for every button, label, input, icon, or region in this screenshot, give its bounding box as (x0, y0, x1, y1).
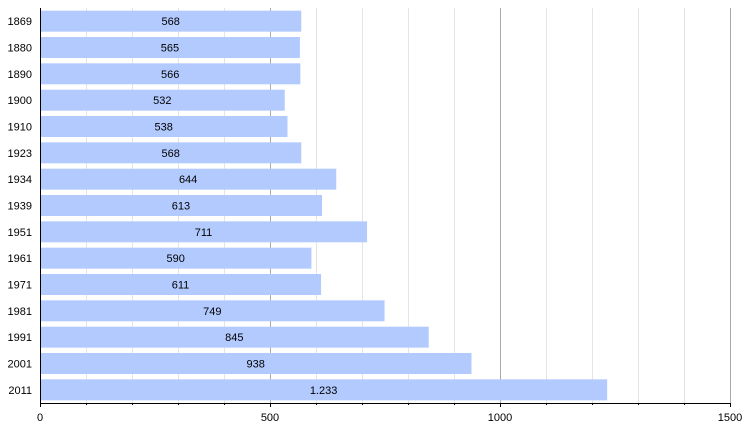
category-label-2001: 2001 (8, 359, 32, 371)
x-tick-label-1500: 1500 (718, 412, 742, 424)
value-label-1951: 711 (195, 227, 213, 239)
bar-1880 (40, 37, 300, 58)
category-label-1900: 1900 (8, 95, 32, 107)
category-label-1934: 1934 (8, 174, 32, 186)
category-label-1939: 1939 (8, 201, 32, 213)
category-label-1991: 1991 (8, 332, 32, 344)
value-label-2011: 1.233 (310, 385, 338, 397)
x-tick-label-1000: 1000 (488, 412, 512, 424)
bar-2011 (40, 379, 608, 401)
bar-1971 (40, 274, 322, 295)
bar-layer: 568 565 566 532 538 568 644 613 711 590 611 749 845 9… (40, 10, 608, 401)
value-label-1939: 613 (172, 201, 190, 213)
value-label-1910: 538 (155, 122, 173, 134)
x-tick-label-0: 0 (37, 412, 43, 424)
category-label-1869: 1869 (8, 16, 32, 28)
value-label-1880: 565 (161, 43, 179, 55)
bar-1951 (40, 221, 368, 243)
value-label-1991: 845 (225, 332, 243, 344)
bar-1923 (40, 142, 302, 164)
bar-1934 (40, 168, 337, 190)
bar-1991 (40, 326, 429, 348)
category-label-1910: 1910 (8, 122, 32, 134)
category-label-1880: 1880 (8, 43, 32, 55)
value-label-1971: 611 (172, 280, 190, 292)
value-label-1923: 568 (161, 148, 179, 160)
bar-1869 (40, 10, 302, 32)
category-label-1923: 1923 (8, 148, 32, 160)
value-label-1981: 749 (203, 306, 221, 318)
value-label-2001: 938 (247, 359, 265, 371)
category-label-1981: 1981 (8, 306, 32, 318)
value-label-1869: 568 (161, 16, 179, 28)
category-label-2011: 2011 (8, 385, 32, 397)
value-label-1961: 590 (167, 253, 185, 265)
bar-1910 (40, 116, 288, 137)
axis-layer: 1869 1880 1890 1900 1910 1923 1934 1939 1951 1961… (8, 8, 742, 424)
x-tick-label-500: 500 (261, 412, 279, 424)
bar-1981 (40, 300, 385, 322)
value-label-1890: 566 (161, 69, 179, 81)
category-label-1961: 1961 (8, 253, 32, 265)
category-label-1890: 1890 (8, 69, 32, 81)
bar-1900 (40, 89, 285, 111)
bar-1939 (40, 195, 322, 216)
value-label-1934: 644 (179, 174, 197, 186)
category-label-1951: 1951 (8, 227, 32, 239)
bar-1890 (40, 63, 301, 85)
value-label-1900: 532 (153, 95, 171, 107)
bar-2001 (40, 353, 472, 374)
category-label-1971: 1971 (8, 280, 32, 292)
bar-1961 (40, 247, 312, 269)
